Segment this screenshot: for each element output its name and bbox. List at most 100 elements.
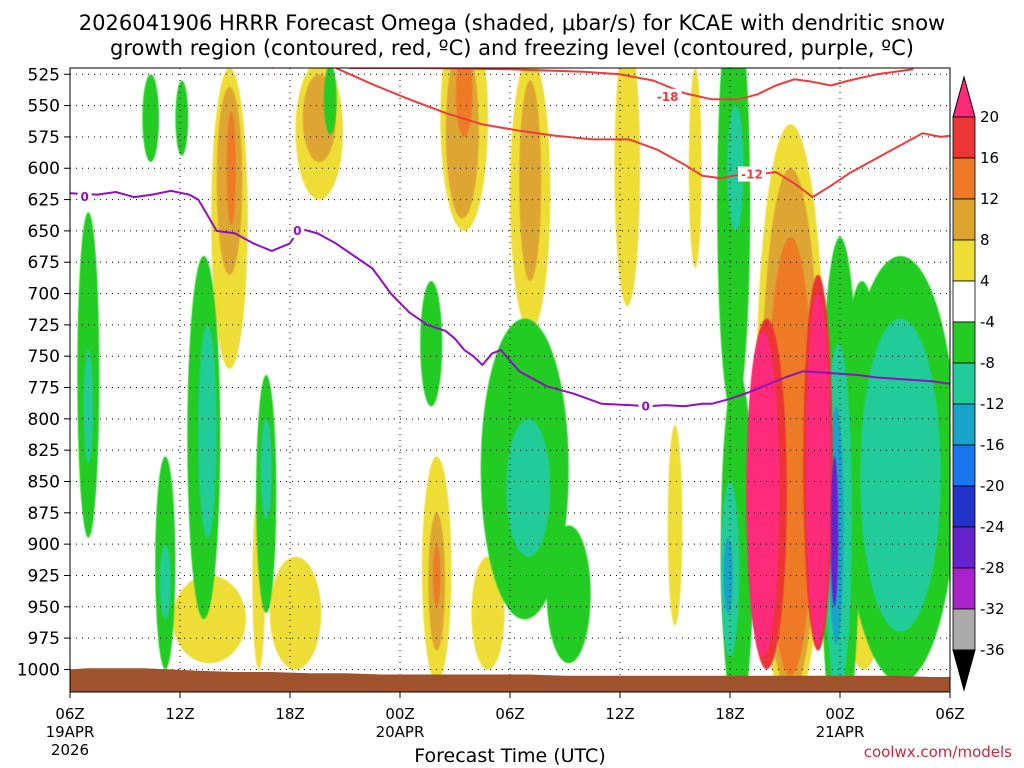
colorbar-bin-3 (952, 198, 976, 241)
colorbar-bin-11 (952, 526, 976, 569)
x-axis-label: Forecast Time (UTC) (414, 745, 605, 767)
freezing-level-label-2: 0 (293, 224, 301, 238)
y-tick-label-725: 725 (28, 316, 60, 336)
snow-contour-label: -18 (657, 90, 679, 104)
freezing-level-contour (70, 189, 950, 408)
omega-region-16 (175, 80, 189, 156)
y-tick-label-550: 550 (28, 97, 60, 117)
snow-contour-label-bg (738, 166, 766, 182)
colorbar-label-1: 16 (980, 149, 999, 167)
x-tick-label-24: 06Z (495, 705, 524, 723)
y-tick-label-750: 750 (28, 347, 60, 367)
colorbar-bin-5 (952, 280, 976, 323)
y-tick-label-825: 825 (28, 441, 60, 461)
omega-region-40 (260, 418, 272, 520)
x-tick-date-0: 19APR (46, 723, 95, 741)
omega-region-5 (614, 68, 641, 306)
y-tick-label-700: 700 (28, 285, 60, 305)
x-tick-date-42: 21APR (816, 723, 865, 741)
omega-region-15 (142, 74, 159, 162)
omega-region-6 (688, 68, 702, 269)
omega-region-36 (83, 349, 93, 463)
omega-region-42 (506, 418, 551, 557)
omega-region-12 (667, 425, 683, 626)
omega-region-28 (546, 525, 591, 664)
colorbar-bin-8 (952, 403, 976, 446)
contours: -18 -12 0 0 0 (70, 68, 950, 414)
omega-region-44 (860, 318, 941, 632)
colorbar-label-9: -20 (980, 477, 1005, 495)
y-axis: 525 550 575 600 625 650 675 700 725 750 775 800 825 8… (17, 65, 70, 680)
colorbar-label-11: -28 (980, 559, 1005, 577)
omega-shading (77, 68, 950, 692)
chart-title-line1: 2026041906 HRRR Forecast Omega (shaded, … (79, 11, 945, 35)
colorbar-bin-2 (952, 157, 976, 200)
freezing-level-label-1: 0 (80, 190, 88, 204)
colorbar-label-13: -36 (980, 641, 1005, 659)
colorbar-label-6: -8 (980, 354, 995, 372)
omega-region-55 (830, 456, 839, 607)
omega-region-39 (198, 324, 217, 538)
colorbar-bin-9 (952, 444, 976, 487)
x-tick-date-18: 20APR (376, 723, 425, 741)
omega-region-53 (746, 331, 780, 657)
colorbar-bin-4 (952, 239, 976, 282)
freezing-label-bg-1 (77, 189, 92, 205)
omega-region-38 (455, 68, 473, 137)
x-tick-label-18: 00Z (385, 705, 414, 723)
snow-growth-contour-1 (348, 68, 914, 101)
omega-region-49 (723, 537, 733, 614)
x-tick-label-48: 06Z (935, 705, 964, 723)
colorbar-label-5: -4 (980, 313, 995, 331)
colorbar-label-3: 8 (980, 231, 990, 249)
y-tick-label-900: 900 (28, 535, 60, 555)
colorbar-bin-12 (952, 567, 976, 610)
omega-region-43 (727, 105, 744, 231)
y-tick-label-850: 850 (28, 472, 60, 492)
colorbar-bin-7 (952, 362, 976, 405)
chart-title-line2: growth region (contoured, red, ºC) and f… (110, 36, 914, 60)
y-tick-label-1000: 1000 (17, 660, 60, 680)
omega-region-26 (420, 281, 443, 407)
y-tick-label-975: 975 (28, 629, 60, 649)
colorbar-bin-1 (952, 116, 976, 159)
colorbar-bottom-arrow (952, 649, 976, 692)
freezing-label-bg-2 (290, 222, 305, 238)
freezing-label-bg-3 (638, 398, 653, 414)
omega-region-54 (806, 293, 830, 645)
freezing-level-label-3: 0 (641, 399, 649, 413)
x-tick-label-0: 06Z (55, 705, 84, 723)
terrain (70, 668, 950, 692)
colorbar: 20 16 12 8 4 -4 -8 -12 -16 -20 -24 -28 -32 -36 (952, 75, 1005, 692)
colorbar-label-4: 4 (980, 272, 990, 290)
y-tick-label-875: 875 (28, 504, 60, 524)
snow-contour-label-bg (653, 88, 682, 104)
omega-region-7 (172, 575, 246, 664)
credit-text: coolwx.com/models (864, 743, 1012, 761)
colorbar-label-12: -32 (980, 600, 1005, 618)
omega-region-21 (519, 80, 542, 281)
grid-lines (70, 68, 950, 692)
colorbar-bin-10 (952, 485, 976, 528)
colorbar-label-0: 20 (980, 108, 999, 126)
colorbar-label-7: -12 (980, 395, 1005, 413)
x-tick-label-6: 12Z (165, 705, 194, 723)
colorbar-label-2: 12 (980, 190, 999, 208)
colorbar-bin-6 (952, 321, 976, 364)
terrain-surface (70, 668, 950, 692)
y-tick-label-925: 925 (28, 566, 60, 586)
x-tick-label-42: 00Z (825, 705, 854, 723)
y-tick-label-800: 800 (28, 410, 60, 430)
y-tick-label-575: 575 (28, 128, 60, 148)
snow-contour-label: -12 (741, 168, 763, 182)
y-tick-label-775: 775 (28, 379, 60, 399)
omega-region-37 (226, 111, 236, 225)
y-tick-label-650: 650 (28, 222, 60, 242)
x-tick-label-12: 18Z (275, 705, 304, 723)
colorbar-bin-13 (952, 608, 976, 651)
x-tick-label-36: 18Z (715, 705, 744, 723)
omega-region-11 (471, 556, 505, 670)
y-tick-label-625: 625 (28, 191, 60, 211)
y-tick-label-600: 600 (28, 159, 60, 179)
